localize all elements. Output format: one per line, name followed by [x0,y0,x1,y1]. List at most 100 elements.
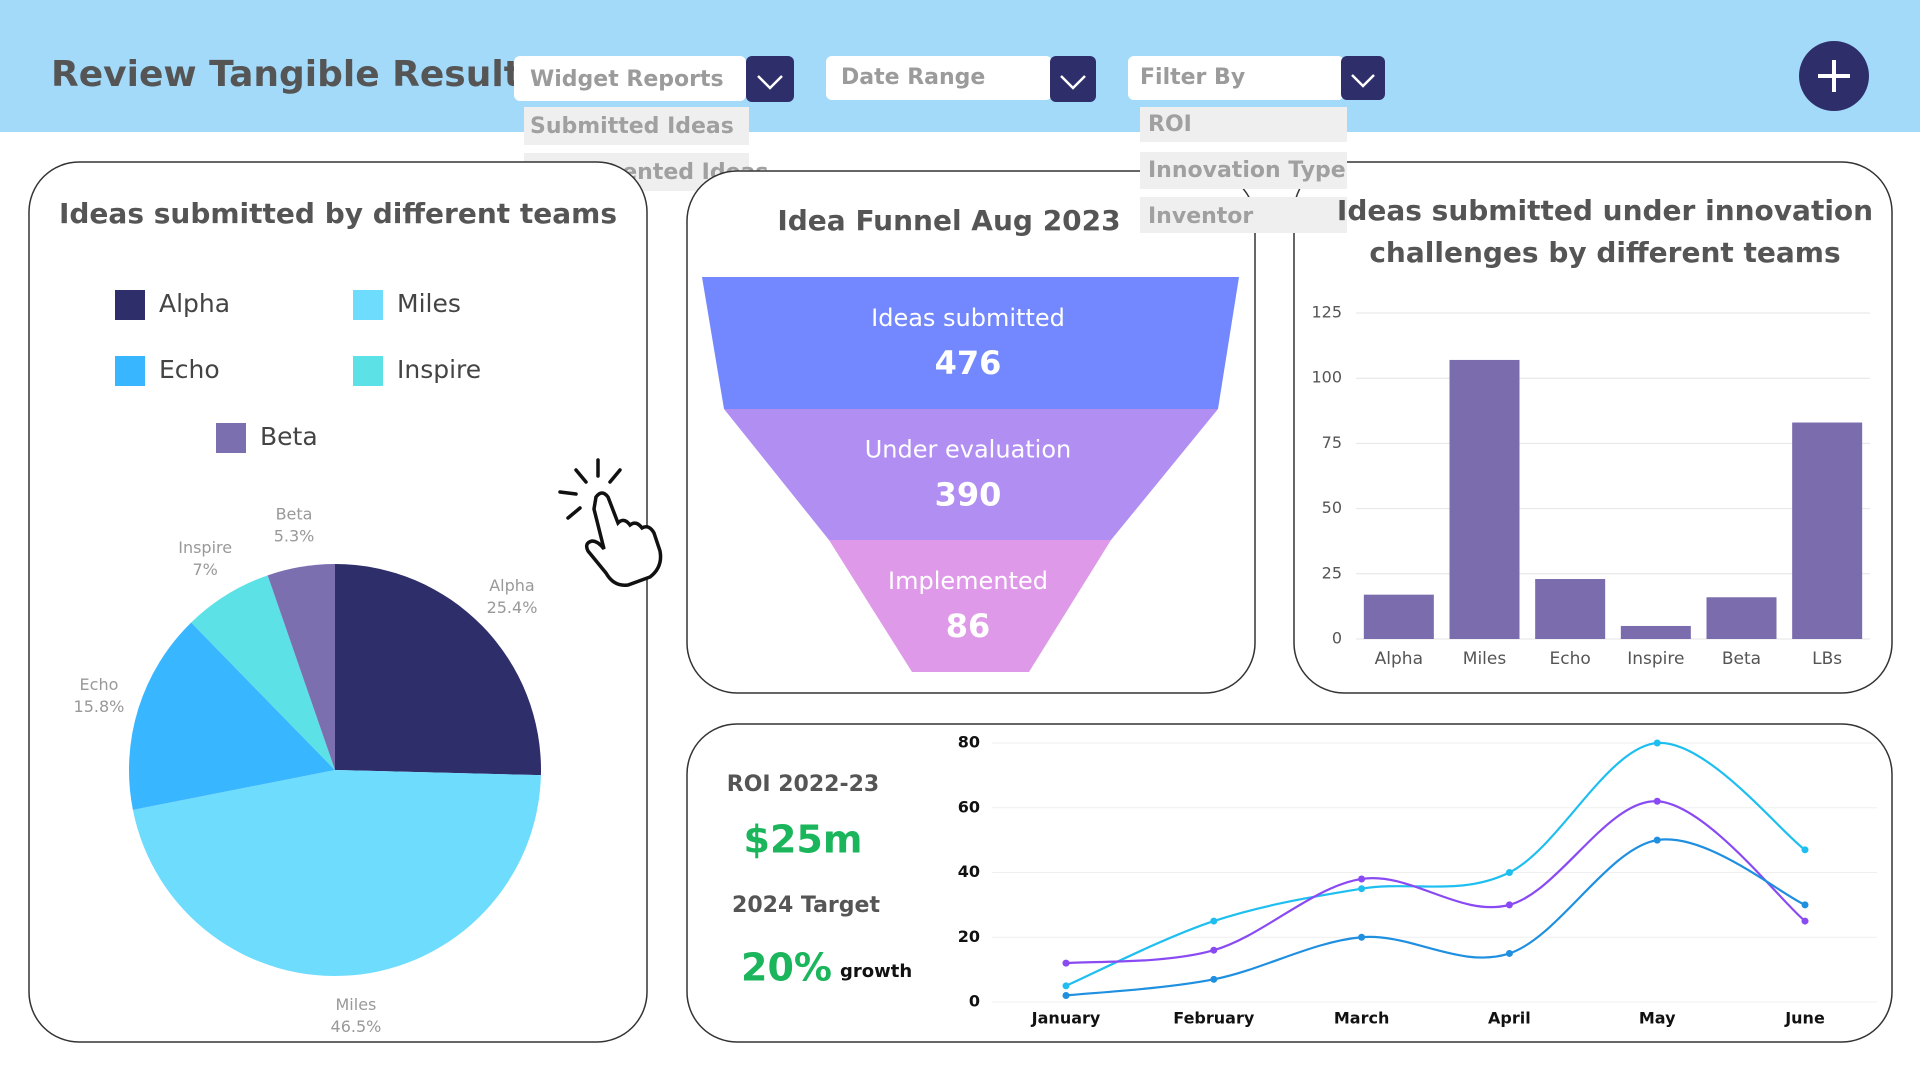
legend-swatch [353,356,383,386]
dropdown-label[interactable]: Widget Reports [530,67,724,92]
target-value: 20% [741,946,832,990]
menu-option-bg [1140,197,1347,233]
x-tick-label: April [1488,1009,1531,1028]
x-tick-label: June [1784,1009,1825,1028]
funnel-segment [829,540,1111,672]
pie-slice [335,564,541,776]
line-series [1065,800,1806,965]
slice-label: Echo [80,675,119,694]
line-point [1210,946,1218,954]
line-point [1801,846,1809,854]
line-point [1358,875,1366,883]
dropdown-button[interactable] [1050,56,1096,102]
slice-value: 25.4% [487,598,538,617]
legend-swatch [353,290,383,320]
y-tick-label: 50 [1322,498,1342,517]
line-point [1505,949,1513,957]
dropdown[interactable]: Widget Reports [514,56,794,102]
x-tick-label: LBs [1812,649,1842,669]
y-tick-label: 60 [958,797,980,816]
slice-value: 5.3% [274,527,315,546]
legend-label: Miles [397,289,461,318]
dropdown-label[interactable]: Date Range [841,65,985,90]
bar [1706,597,1777,639]
y-tick-label: 80 [958,733,980,752]
funnel-label: Under evaluation [865,436,1072,464]
chevron [1351,74,1375,88]
y-tick-label: 0 [969,992,980,1011]
panel [1293,161,1893,694]
dropdown[interactable]: Filter By [1128,56,1385,100]
menu-option[interactable]: ROI [1148,112,1192,137]
line-point [1653,739,1661,747]
funnel-value: 86 [946,607,991,645]
bar [1792,422,1863,639]
roi-value: $25m [744,818,863,862]
bar [1535,579,1606,639]
panel [686,723,1893,1043]
funnel-label: Implemented [888,567,1048,595]
dropdown[interactable]: Date Range [826,56,1096,102]
dropdown-box[interactable] [1128,56,1344,100]
dropdown-button[interactable] [746,56,794,102]
menu-option[interactable]: Inventor [1148,204,1253,229]
line-point [1505,901,1513,909]
line-point [1653,797,1661,805]
pie-slice [132,770,541,977]
y-tick-label: 125 [1311,303,1342,322]
legend-swatch [115,290,145,320]
x-tick-label: Echo [1550,649,1591,669]
legend-label: Inspire [397,355,481,384]
x-tick-label: Alpha [1375,649,1423,669]
dropdown-label[interactable]: Filter By [1140,65,1245,90]
menu-option[interactable]: Innovation Type [1148,158,1346,183]
y-tick-label: 75 [1322,433,1342,452]
line-point [1801,917,1809,925]
legend-label: Beta [260,422,318,451]
line-series [1065,741,1806,987]
y-tick-label: 40 [958,862,980,881]
line-point [1210,917,1218,925]
y-tick-label: 0 [1332,629,1342,648]
legend-label: Echo [159,355,220,384]
menu-option-bg [1140,152,1347,189]
cursor-icon [558,458,663,587]
funnel-segment [724,409,1218,540]
target-label: 2024 Target [732,893,880,918]
line-point [1801,901,1809,909]
funnel-value: 390 [935,476,1002,514]
chart-title: Ideas submitted by different teams [59,197,617,230]
line-point [1505,869,1513,876]
slice-label: Miles [336,995,377,1014]
dropdown-box[interactable] [514,56,746,101]
chevron [1060,75,1086,90]
menu-option-bg [524,107,749,145]
slice-value: 7% [192,560,217,579]
chart-title: Ideas submitted under innovation challen… [1336,194,1874,269]
line-series [1065,838,1806,997]
menu-option[interactable]: Submitted Ideas [530,114,734,139]
dropdown-button[interactable] [1341,56,1385,100]
legend-swatch [115,356,145,386]
bar [1363,594,1434,639]
line-point [1062,959,1070,967]
slice-label: Beta [276,505,313,524]
bar [1620,625,1691,639]
y-tick-label: 20 [958,927,980,946]
slice-value: 15.8% [74,697,125,716]
dropdown-box[interactable] [826,56,1052,100]
line-point [1062,992,1070,1000]
slice-label: Inspire [178,538,232,557]
y-tick-label: 100 [1311,368,1342,387]
page-title: Review Tangible Results [51,54,542,95]
y-tick-label: 25 [1322,563,1342,582]
x-tick-label: March [1334,1009,1389,1028]
funnel-segment [702,277,1239,409]
x-tick-label: February [1173,1009,1255,1028]
x-tick-label: Inspire [1627,649,1684,669]
funnel-value: 476 [935,344,1002,382]
menu-option-bg [1140,107,1347,142]
pie-slice [267,564,335,770]
